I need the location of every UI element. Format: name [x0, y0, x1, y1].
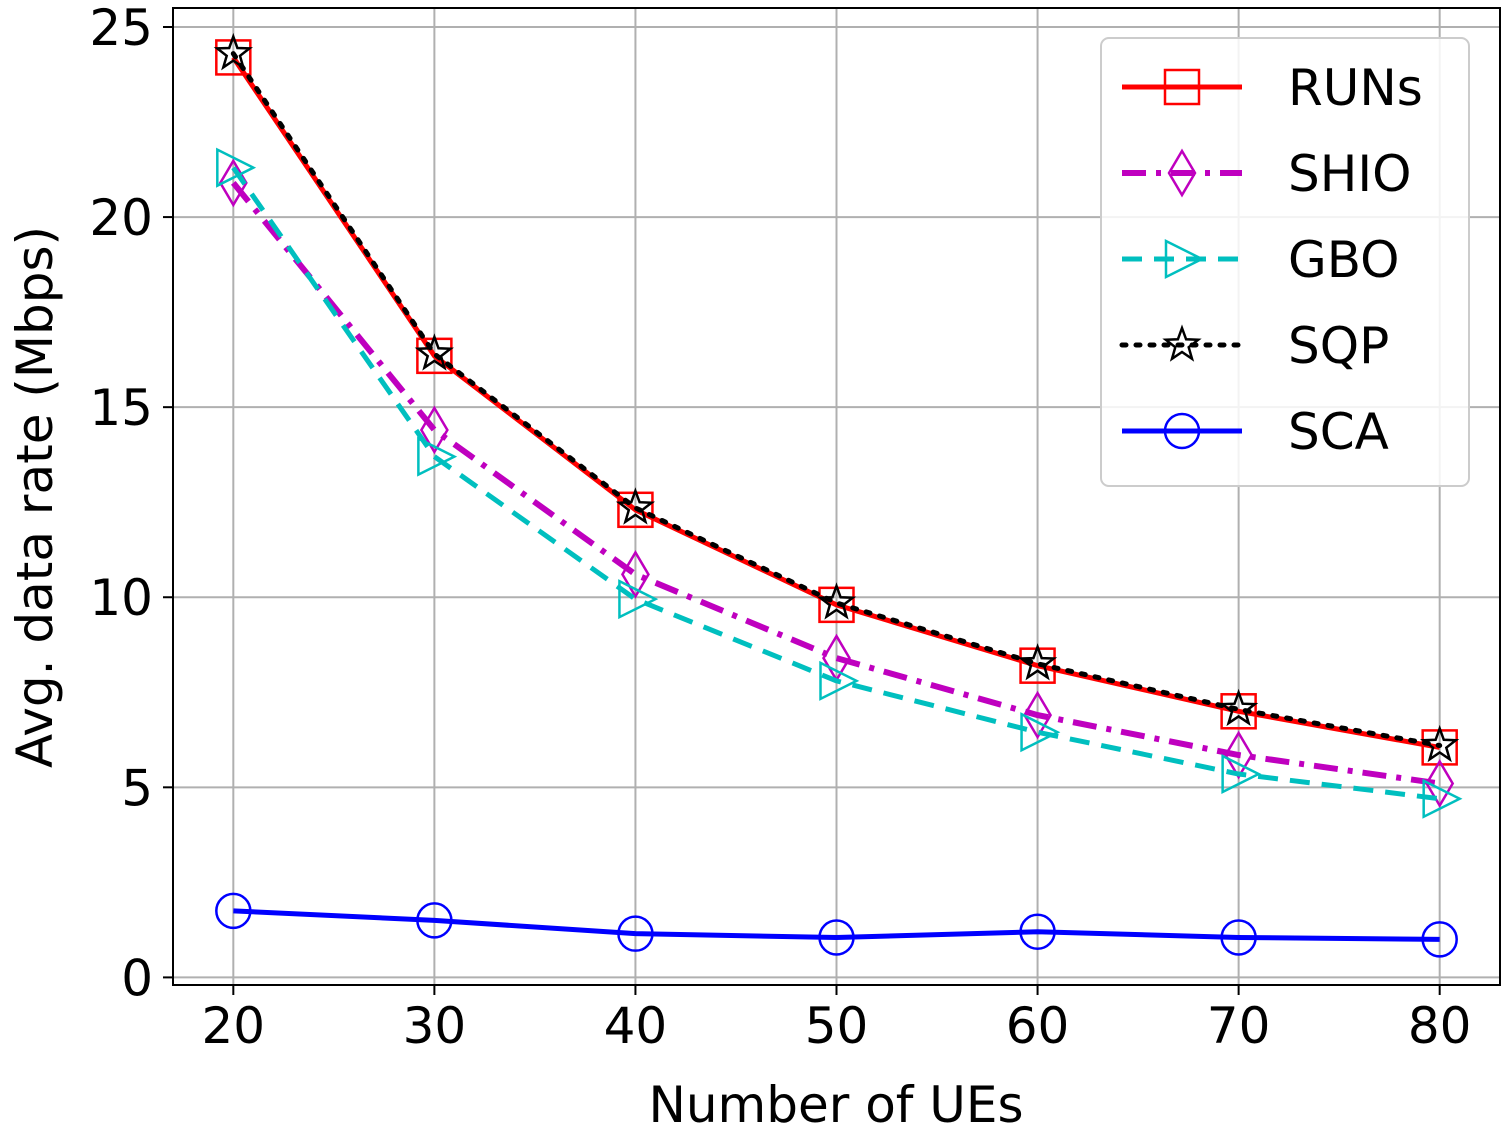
- y-tick-label: 15: [89, 379, 153, 437]
- legend-label-sqp: SQP: [1288, 317, 1389, 375]
- y-tick-label: 0: [121, 949, 153, 1007]
- y-tick-label: 20: [89, 189, 153, 247]
- data-point-gbo: [819, 660, 860, 701]
- data-point-sca: [1019, 913, 1056, 951]
- series-line-gbo: [231, 166, 1440, 802]
- legend-label-runs: RUNs: [1288, 59, 1423, 117]
- data-point-sqp: [213, 32, 253, 71]
- x-axis-label: Number of UEs: [648, 1076, 1023, 1127]
- data-point-sca: [1421, 921, 1458, 958]
- series-gbo: [216, 147, 1463, 819]
- legend-marker-sca: [1163, 412, 1201, 450]
- data-point-sqp: [1420, 724, 1460, 763]
- series-line-shio: [230, 180, 1441, 787]
- legend-marker-shio: [1167, 148, 1197, 198]
- data-point-sca: [818, 919, 855, 956]
- data-point-sqp: [1017, 643, 1058, 681]
- y-axis-label: Avg. data rate (Mbps): [6, 226, 64, 768]
- legend-entry-sca: SCA: [1122, 403, 1389, 461]
- y-tick-label: 25: [89, 0, 153, 57]
- legend-label-gbo: GBO: [1288, 231, 1400, 289]
- y-tick-label: 10: [89, 569, 153, 627]
- data-point-shio: [1023, 690, 1053, 740]
- legend-marker-gbo: [1164, 238, 1205, 280]
- legend-label-sca: SCA: [1288, 403, 1389, 461]
- x-axis: 20 30 40 50 60 70 80: [202, 985, 1472, 1055]
- data-point-sca: [617, 915, 654, 952]
- data-point-sqp: [414, 333, 454, 371]
- legend-entry-sqp: SQP: [1119, 317, 1389, 375]
- legend-entry-gbo: GBO: [1122, 231, 1400, 289]
- data-point-gbo: [1020, 712, 1061, 753]
- x-tick-label: 30: [403, 997, 467, 1055]
- data-point-sca: [416, 902, 453, 939]
- data-point-shio: [1425, 759, 1455, 808]
- data-point-shio: [218, 158, 248, 208]
- legend-entry-runs: RUNs: [1122, 59, 1423, 117]
- legend-entry-shio: SHIO: [1122, 145, 1411, 203]
- data-point-sca: [215, 892, 252, 930]
- legend-marker-sqp: [1162, 324, 1202, 362]
- x-tick-label: 80: [1408, 997, 1472, 1055]
- x-tick-label: 50: [805, 997, 869, 1055]
- data-point-gbo: [1221, 753, 1262, 795]
- legend-label-shio: SHIO: [1288, 145, 1411, 203]
- data-point-sca: [1220, 919, 1257, 956]
- x-tick-label: 20: [202, 997, 266, 1055]
- y-tick-label: 5: [121, 759, 153, 817]
- data-point-gbo: [417, 436, 458, 477]
- data-point-gbo: [216, 147, 257, 188]
- legend-marker-runs: [1163, 68, 1201, 106]
- data-point-sqp: [1219, 688, 1259, 727]
- legend: RUNs SHIO GBO SQP SCA: [1100, 37, 1470, 487]
- series-sqp: [213, 32, 1460, 763]
- x-tick-label: 40: [604, 997, 668, 1055]
- x-tick-label: 60: [1006, 997, 1070, 1055]
- data-point-runs: [215, 39, 252, 76]
- data-point-shio: [1224, 730, 1254, 780]
- legend-box: [1100, 37, 1470, 487]
- y-axis: 0 5 10 15 20 25: [89, 0, 173, 1007]
- data-point-sqp: [816, 582, 857, 620]
- data-point-shio: [620, 549, 650, 599]
- data-point-gbo: [1422, 778, 1463, 819]
- data-point-gbo: [618, 579, 659, 620]
- series-layer: [213, 32, 1463, 958]
- series-line-sca: [233, 908, 1440, 942]
- data-point-sqp: [615, 487, 656, 525]
- x-tick-label: 70: [1207, 997, 1271, 1055]
- series-sca: [215, 892, 1458, 958]
- data-point-shio: [419, 405, 449, 455]
